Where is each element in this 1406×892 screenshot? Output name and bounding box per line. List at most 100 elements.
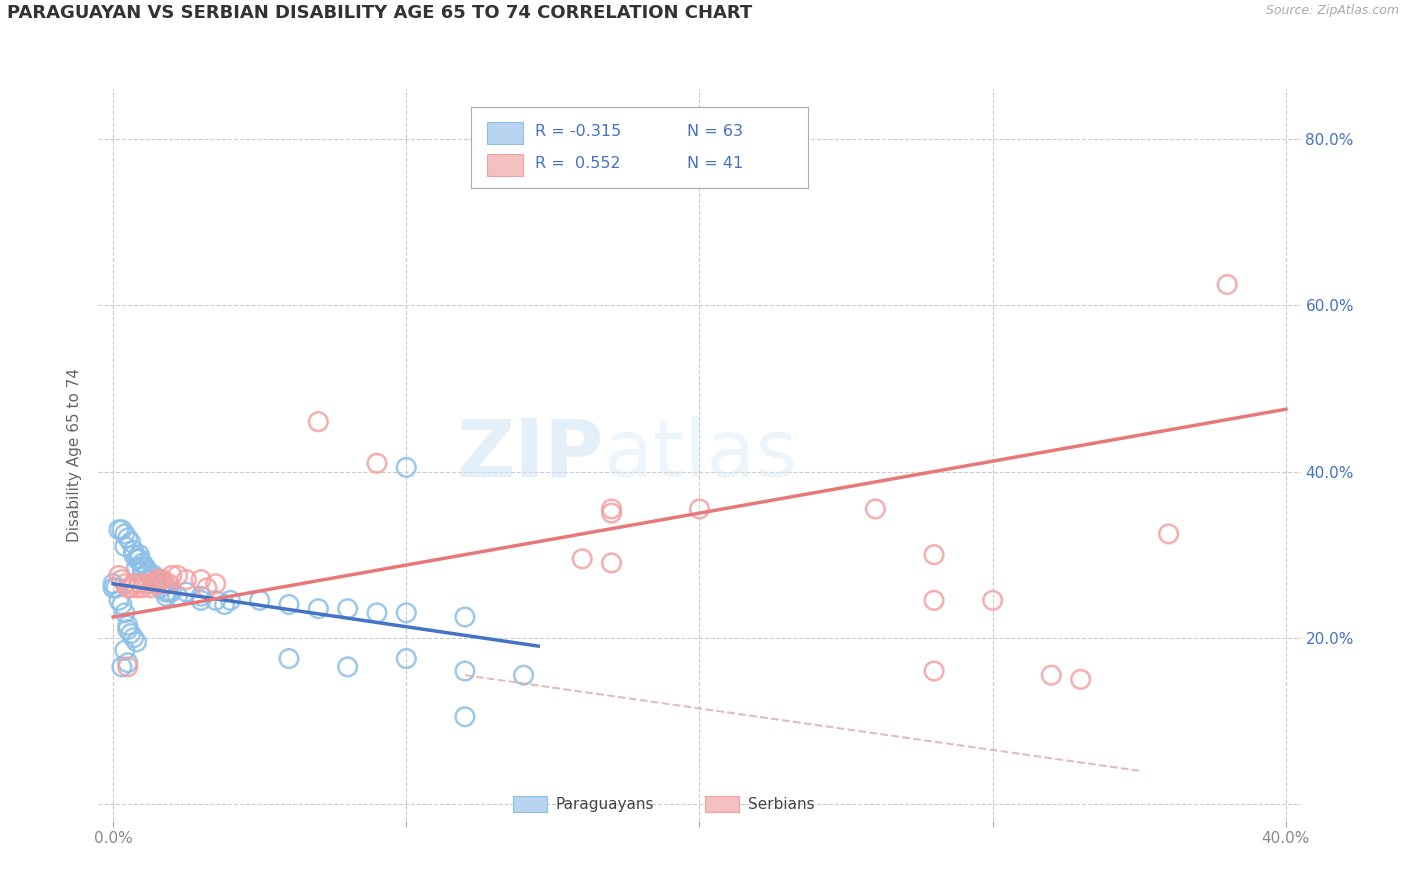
Point	[865, 502, 887, 516]
Point	[600, 556, 623, 570]
Y-axis label: Disability Age 65 to 74: Disability Age 65 to 74	[67, 368, 83, 542]
Point	[600, 506, 623, 520]
Point	[155, 589, 177, 603]
Point	[152, 576, 174, 591]
Point	[214, 598, 236, 612]
Point	[160, 568, 183, 582]
Point	[571, 551, 593, 566]
Point	[143, 576, 166, 591]
Point	[122, 548, 145, 562]
Text: Source: ZipAtlas.com: Source: ZipAtlas.com	[1265, 4, 1399, 18]
Point	[117, 623, 139, 637]
Point	[166, 568, 188, 582]
Point	[131, 556, 153, 570]
Point	[125, 560, 148, 574]
Point	[395, 606, 418, 620]
Point	[114, 576, 136, 591]
Point	[155, 576, 177, 591]
Point	[155, 585, 177, 599]
Point	[204, 576, 226, 591]
Point	[152, 573, 174, 587]
Point	[190, 589, 212, 603]
Point	[117, 656, 139, 670]
Point	[600, 502, 623, 516]
Text: R = -0.315: R = -0.315	[534, 124, 621, 139]
Point	[190, 593, 212, 607]
Point	[278, 651, 301, 665]
Point	[307, 601, 329, 615]
Point	[125, 635, 148, 649]
Point	[146, 573, 169, 587]
Text: atlas: atlas	[603, 416, 797, 494]
Point	[149, 573, 172, 587]
Point	[134, 560, 156, 574]
Point	[146, 576, 169, 591]
Point	[190, 573, 212, 587]
Point	[1070, 673, 1092, 687]
Point	[117, 660, 139, 674]
Point	[176, 573, 198, 587]
Point	[141, 568, 163, 582]
Point	[131, 581, 153, 595]
Point	[981, 593, 1004, 607]
Point	[166, 589, 188, 603]
Point	[111, 598, 134, 612]
Point	[307, 415, 329, 429]
Point	[101, 576, 124, 591]
Text: PARAGUAYAN VS SERBIAN DISABILITY AGE 65 TO 74 CORRELATION CHART: PARAGUAYAN VS SERBIAN DISABILITY AGE 65 …	[7, 4, 752, 22]
Point	[395, 460, 418, 475]
Point	[1157, 527, 1180, 541]
Point	[122, 543, 145, 558]
Point	[249, 593, 271, 607]
Point	[149, 581, 172, 595]
Text: R =  0.552: R = 0.552	[534, 156, 620, 171]
Point	[512, 668, 534, 682]
Point	[1040, 668, 1063, 682]
Point	[454, 710, 477, 724]
Point	[108, 593, 131, 607]
Point	[108, 523, 131, 537]
Point	[219, 593, 242, 607]
Point	[1216, 277, 1239, 292]
Point	[122, 631, 145, 645]
Point	[131, 560, 153, 574]
Point	[128, 548, 150, 562]
FancyBboxPatch shape	[513, 796, 547, 812]
Point	[105, 581, 128, 595]
Point	[141, 573, 163, 587]
Point	[101, 581, 124, 595]
Point	[157, 576, 180, 591]
Point	[114, 606, 136, 620]
FancyBboxPatch shape	[471, 108, 807, 188]
Point	[122, 576, 145, 591]
Point	[336, 660, 359, 674]
Point	[336, 601, 359, 615]
Point	[922, 548, 945, 562]
Point	[366, 606, 388, 620]
Point	[157, 585, 180, 599]
Point	[131, 564, 153, 578]
Point	[141, 581, 163, 595]
Point	[125, 551, 148, 566]
Point	[128, 576, 150, 591]
Point	[454, 610, 477, 624]
Text: N = 41: N = 41	[688, 156, 744, 171]
Point	[366, 456, 388, 470]
Point	[111, 523, 134, 537]
Point	[395, 651, 418, 665]
Point	[108, 568, 131, 582]
Point	[114, 539, 136, 553]
Text: Serbians: Serbians	[748, 797, 814, 812]
Point	[117, 618, 139, 632]
Point	[111, 660, 134, 674]
FancyBboxPatch shape	[706, 796, 740, 812]
Point	[204, 593, 226, 607]
FancyBboxPatch shape	[486, 122, 523, 145]
Text: N = 63: N = 63	[688, 124, 744, 139]
Point	[114, 643, 136, 657]
Point	[160, 585, 183, 599]
Point	[136, 564, 159, 578]
Point	[143, 568, 166, 582]
Text: Paraguayans: Paraguayans	[555, 797, 654, 812]
Point	[128, 551, 150, 566]
